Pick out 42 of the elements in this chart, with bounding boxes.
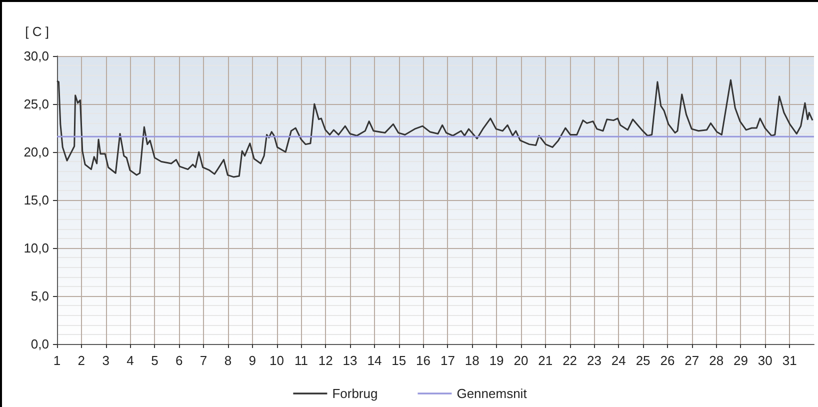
x-tick-label: 15 — [392, 353, 406, 368]
x-tick-label: 21 — [538, 353, 553, 368]
x-tick-label: 20 — [514, 353, 528, 368]
y-tick-label: 15,0 — [24, 192, 49, 208]
x-tick-label: 12 — [318, 353, 333, 368]
x-tick-label: 14 — [367, 353, 382, 368]
line-series — [56, 79, 814, 178]
y-tick-label: 5,0 — [30, 288, 49, 304]
x-tick-label: 26 — [660, 353, 675, 368]
y-tick-label: 0,0 — [30, 336, 49, 352]
x-tick-label: 18 — [464, 353, 480, 368]
y-tick-label: 30,0 — [24, 48, 49, 64]
x-tick-label: 16 — [416, 353, 431, 368]
y-tick-label: 20,0 — [24, 144, 49, 160]
x-tick-label: 24 — [611, 353, 626, 368]
y-tick-label: 25,0 — [24, 96, 49, 112]
x-tick-label: 23 — [586, 353, 602, 368]
x-tick-label: 30 — [758, 353, 772, 368]
x-tick-label: 31 — [782, 353, 797, 368]
x-tick-label: 19 — [489, 353, 504, 368]
x-tick-label: 2 — [78, 353, 86, 368]
x-tick-label: 25 — [636, 353, 650, 368]
y-axis-title: [ C ] — [25, 24, 49, 39]
x-tick-label: 17 — [440, 353, 455, 368]
x-tick-label: 7 — [200, 353, 208, 368]
x-tick-label: 8 — [224, 353, 232, 368]
x-tick-label: 6 — [175, 353, 183, 368]
x-tick-label: 4 — [126, 353, 134, 368]
legend-label: Forbrug — [332, 386, 378, 401]
x-tick-label: 11 — [294, 353, 308, 368]
legend-label: Gennemsnit — [456, 386, 528, 401]
x-tick-label: 29 — [734, 353, 748, 368]
x-tick-label: 10 — [270, 353, 284, 368]
x-tick-label: 27 — [684, 353, 700, 368]
x-tick-label: 13 — [342, 353, 358, 368]
x-tick-label: 28 — [709, 353, 724, 368]
x-tick-label: 1 — [53, 353, 61, 368]
y-tick-label: 10,0 — [24, 240, 49, 256]
x-tick-label: 3 — [102, 353, 110, 368]
x-tick-label: 22 — [562, 353, 578, 368]
x-tick-label: 9 — [248, 353, 256, 368]
x-tick-label: 5 — [151, 353, 158, 368]
